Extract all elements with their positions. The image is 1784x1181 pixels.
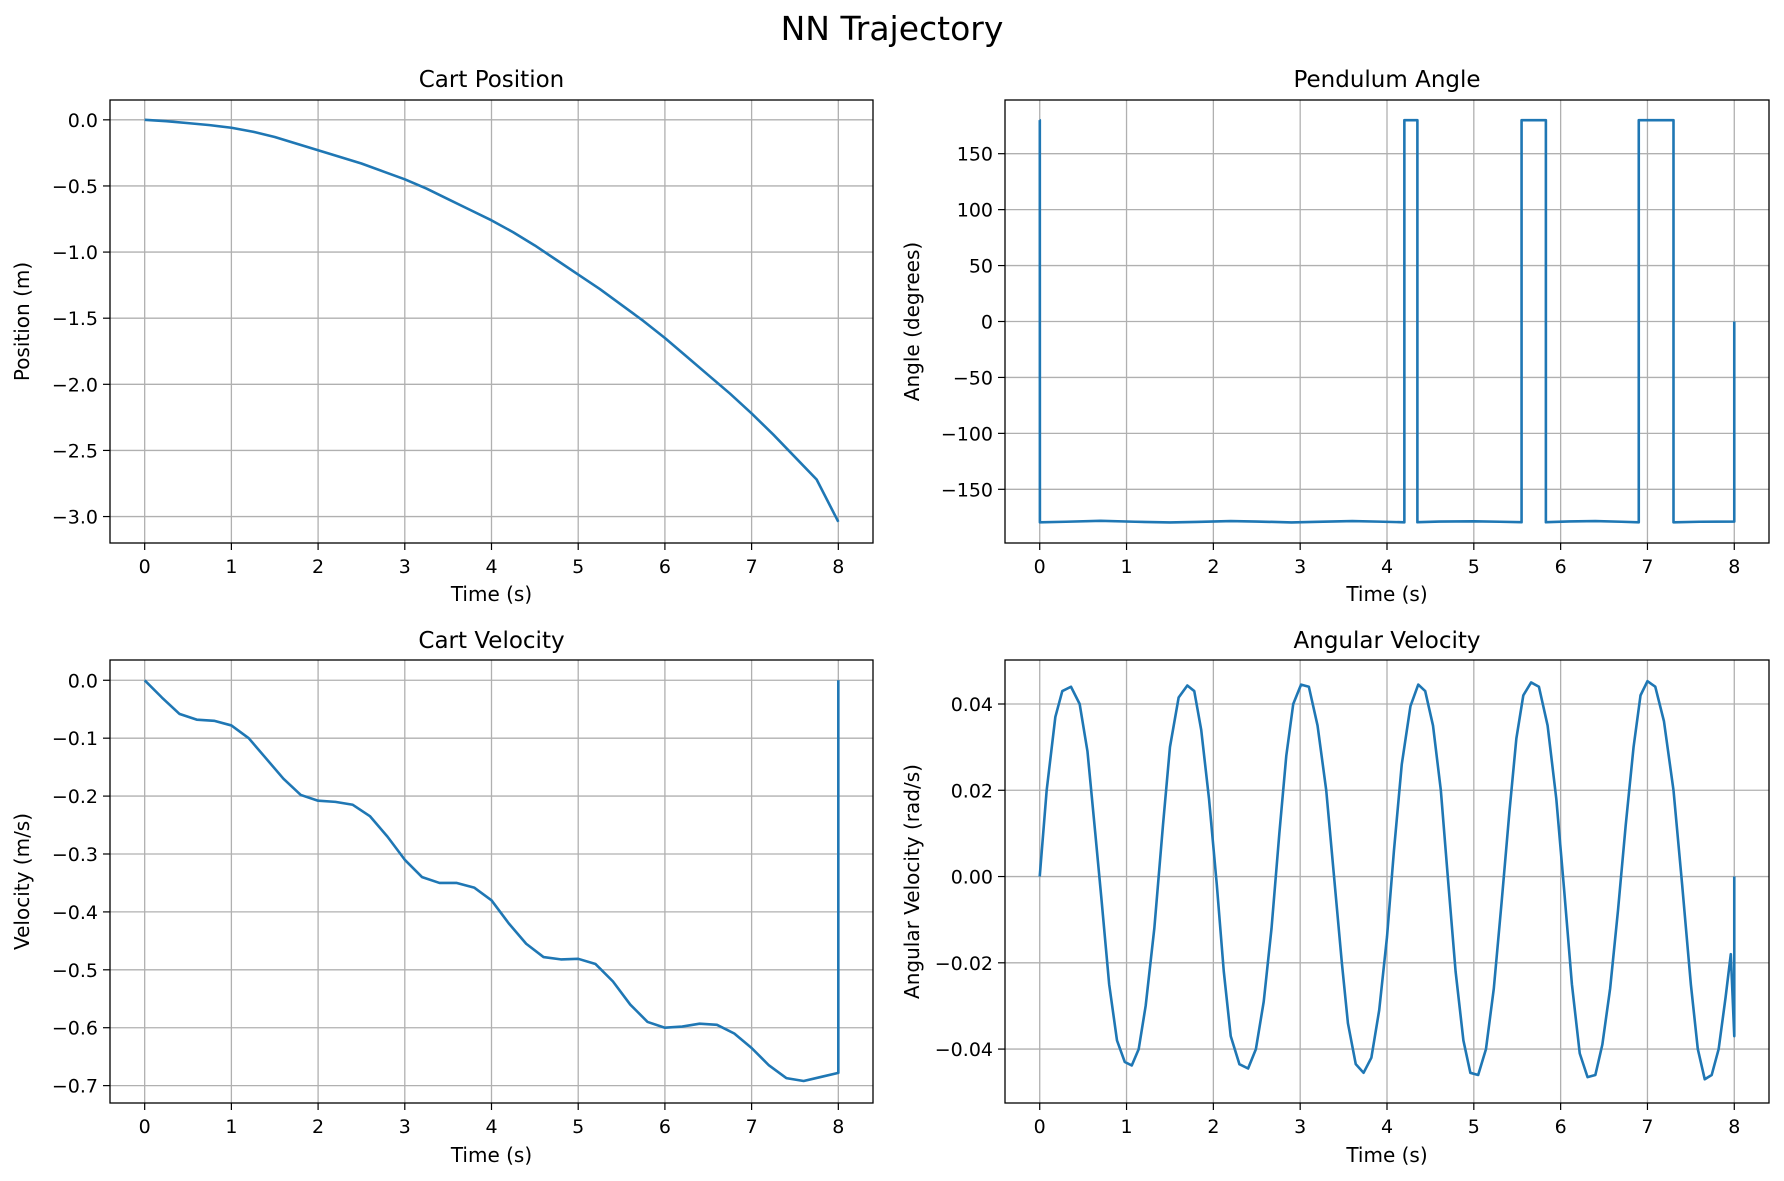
- x-tick-label: 6: [659, 556, 671, 578]
- y-tick-label: −0.04: [935, 1039, 993, 1061]
- y-tick-label: −0.1: [52, 728, 98, 750]
- x-tick-label: 8: [832, 1116, 844, 1138]
- subplot-pendulum-angle: Pendulum Angle Time (s) Angle (degrees) …: [900, 67, 1770, 606]
- subplot-cart-position: Cart Position Time (s) Position (m) 0 1 2 3…: [10, 67, 874, 606]
- series-line: [1038, 679, 1736, 1081]
- y-tick-label: 0.00: [951, 867, 993, 889]
- y-tick-label: −100: [941, 423, 993, 445]
- y-tick-label: 0.0: [68, 110, 98, 132]
- y-tick-label: −2.0: [52, 374, 98, 396]
- y-axis-label: Angle (degrees): [900, 242, 924, 401]
- y-tick-label: −0.5: [52, 960, 98, 982]
- x-tick-label: 1: [1120, 1116, 1132, 1138]
- y-axis-label: Angular Velocity (rad/s): [900, 764, 924, 999]
- x-tick-label: 2: [1207, 556, 1219, 578]
- x-tick-label: 7: [1641, 1116, 1653, 1138]
- y-tick-label: −150: [941, 479, 993, 501]
- y-tick-label: 150: [957, 144, 993, 166]
- y-tick-label: −0.6: [52, 1018, 98, 1040]
- x-tick-label: 6: [1555, 1116, 1567, 1138]
- x-tick-label: 1: [225, 556, 237, 578]
- subplot-title: Cart Velocity: [418, 628, 564, 654]
- x-tick-label: 1: [1120, 556, 1132, 578]
- y-tick-label: 100: [957, 200, 993, 222]
- x-tick-label: 4: [485, 1116, 497, 1138]
- y-tick-label: −1.0: [52, 242, 98, 264]
- x-tick-label: 4: [1381, 556, 1393, 578]
- x-tick-label: 5: [1468, 556, 1480, 578]
- x-tick-label: 1: [225, 1116, 237, 1138]
- x-tick-label: 0: [139, 1116, 151, 1138]
- x-tick-label: 5: [1468, 1116, 1480, 1138]
- x-tick-label: 4: [485, 556, 497, 578]
- x-tick-label: 6: [1555, 556, 1567, 578]
- y-axis-label: Velocity (m/s): [10, 813, 34, 950]
- subplot-title: Angular Velocity: [1294, 628, 1481, 654]
- x-axis-label: Time (s): [450, 1143, 532, 1167]
- x-tick-label: 5: [572, 556, 584, 578]
- y-tick-label: −2.5: [52, 440, 98, 462]
- y-tick-label: 0.02: [951, 780, 993, 802]
- x-tick-label: 7: [746, 1116, 758, 1138]
- x-tick-label: 8: [832, 556, 844, 578]
- subplot-cart-velocity: Cart Velocity Time (s) Velocity (m/s) 0 1…: [10, 628, 874, 1167]
- y-tick-label: −0.3: [52, 844, 98, 866]
- x-tick-label: 7: [746, 556, 758, 578]
- y-tick-label: −0.2: [52, 786, 98, 808]
- y-tick-label: −0.5: [52, 176, 98, 198]
- x-tick-label: 6: [659, 1116, 671, 1138]
- series-line: [143, 679, 840, 1083]
- y-tick-label: −0.02: [935, 953, 993, 975]
- x-tick-label: 4: [1381, 1116, 1393, 1138]
- x-tick-label: 2: [312, 1116, 324, 1138]
- x-tick-label: 2: [1207, 1116, 1219, 1138]
- y-axis-label: Position (m): [10, 262, 34, 381]
- y-tick-label: −1.5: [52, 308, 98, 330]
- y-tick-label: −0.4: [52, 902, 98, 924]
- x-tick-label: 0: [1034, 1116, 1046, 1138]
- x-tick-label: 8: [1728, 556, 1740, 578]
- y-tick-label: −3.0: [52, 507, 98, 529]
- x-axis-label: Time (s): [1345, 582, 1427, 606]
- x-tick-label: 0: [1034, 556, 1046, 578]
- y-tick-label: 0.04: [951, 694, 993, 716]
- y-tick-label: 0: [981, 312, 993, 334]
- y-tick-label: 50: [969, 256, 993, 278]
- x-tick-label: 8: [1728, 1116, 1740, 1138]
- x-tick-label: 7: [1641, 556, 1653, 578]
- subplot-title: Pendulum Angle: [1293, 67, 1480, 93]
- x-axis-label: Time (s): [1345, 1143, 1427, 1167]
- y-tick-label: 0.0: [68, 670, 98, 692]
- subplot-title: Cart Position: [419, 67, 565, 93]
- x-tick-label: 3: [399, 1116, 411, 1138]
- y-tick-label: −0.7: [52, 1076, 98, 1098]
- x-tick-label: 5: [572, 1116, 584, 1138]
- series-line: [1038, 118, 1736, 524]
- figure-title: NN Trajectory: [781, 9, 1004, 48]
- subplot-angular-velocity: Angular Velocity Time (s) Angular Veloci…: [900, 628, 1770, 1167]
- series-line: [144, 118, 840, 523]
- x-tick-label: 3: [399, 556, 411, 578]
- x-tick-label: 3: [1294, 556, 1306, 578]
- x-axis-label: Time (s): [450, 582, 532, 606]
- x-tick-label: 0: [139, 556, 151, 578]
- x-tick-label: 3: [1294, 1116, 1306, 1138]
- x-tick-label: 2: [312, 556, 324, 578]
- y-tick-label: −50: [953, 367, 993, 389]
